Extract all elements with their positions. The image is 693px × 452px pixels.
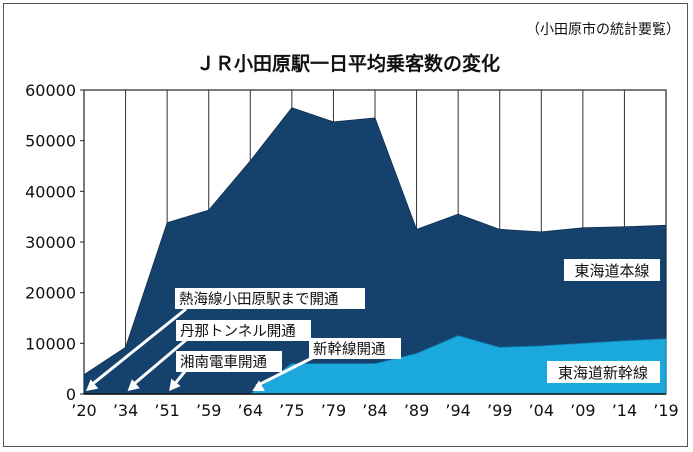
y-tick-label: 0 (66, 385, 76, 404)
y-tick-label: 60000 (25, 81, 76, 100)
x-tick-label: ’09 (570, 401, 595, 420)
x-tick-label: ’79 (321, 401, 346, 420)
annotation-arrowhead (169, 378, 181, 391)
annotation-box (309, 338, 401, 359)
chart-frame: （小田原市の統計要覧） ＪＲ小田原駅一日平均乗客数の変化 0 10000 20000… (3, 3, 688, 447)
annotation-arrow-line (130, 338, 187, 388)
annotation-label: 新幹線開通 (313, 340, 386, 358)
annotation-arrow-line (255, 355, 315, 388)
x-tick-label: ’94 (445, 401, 470, 420)
y-tick-label: 40000 (25, 182, 76, 201)
x-tick-label: ’59 (196, 401, 221, 420)
y-tick-label: 10000 (25, 334, 76, 353)
annotation-arrowhead (127, 379, 140, 391)
x-tick-label: ’19 (653, 401, 678, 420)
annotation-label: 丹那トンネル開通 (180, 323, 296, 340)
area-chart: （小田原市の統計要覧） ＪＲ小田原駅一日平均乗客数の変化 0 10000 20000… (25, 21, 680, 420)
y-tick-label: 50000 (25, 132, 76, 151)
x-tick-label: ’89 (404, 401, 429, 420)
x-tick-label: ’14 (612, 401, 637, 420)
y-tick-label: 30000 (25, 233, 76, 252)
legend-box-shinkansen (547, 361, 660, 383)
x-tick-label: ’51 (154, 401, 179, 420)
annotation-label: 熱海線小田原駅まで開通 (179, 291, 339, 308)
x-tick-label: ’34 (113, 401, 138, 420)
series-label-main-line: 東海道本線 (574, 262, 649, 280)
legend-box-main-line (564, 259, 660, 281)
x-tick-label: ’04 (529, 401, 554, 420)
x-tick-label: ’99 (487, 401, 512, 420)
annotation-box (176, 320, 311, 341)
x-tick-label: ’75 (279, 401, 304, 420)
annotation-box (175, 288, 365, 309)
annotation-arrowhead (252, 380, 265, 391)
annotation-arrowhead (86, 379, 99, 391)
chart-source: （小田原市の統計要覧） (526, 21, 680, 38)
annotation-arrow-line (89, 307, 187, 388)
x-tick-label: ’20 (71, 401, 96, 420)
x-tick-label: ’64 (238, 401, 263, 420)
annotation-box (176, 351, 282, 372)
x-tick-label: ’84 (362, 401, 387, 420)
y-tick-label: 20000 (25, 284, 76, 303)
axes: 0 10000 20000 30000 40000 50000 60000 ’20 ’34 ’51… (25, 81, 679, 420)
series-label-shinkansen: 東海道新幹線 (558, 364, 648, 382)
chart-title: ＪＲ小田原駅一日平均乗客数の変化 (196, 52, 500, 75)
annotation-label: 湘南電車開通 (180, 354, 267, 371)
